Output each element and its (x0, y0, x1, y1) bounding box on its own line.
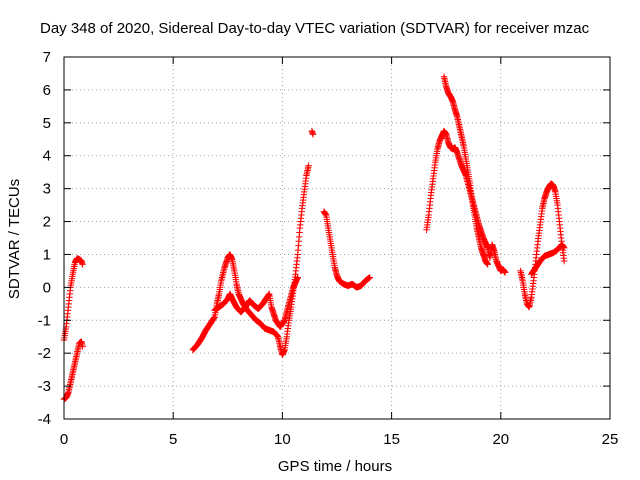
y-tick-label: 1 (43, 246, 51, 263)
data-point (366, 274, 373, 281)
y-tick-label: -4 (38, 411, 51, 428)
y-tick-label: -2 (38, 345, 51, 362)
y-tick-label: -3 (38, 378, 51, 395)
y-tick-label: 3 (43, 181, 51, 198)
x-tick-label: 5 (169, 431, 177, 448)
x-tick-label: 25 (602, 431, 619, 448)
data-point (560, 244, 568, 252)
data-point (501, 269, 509, 276)
x-tick-label: 10 (274, 431, 291, 448)
y-tick-label: 5 (43, 115, 51, 132)
data-point (79, 343, 86, 350)
y-tick-label: 4 (43, 148, 51, 165)
y-tick-label: -1 (38, 312, 51, 329)
data-point (294, 274, 301, 281)
data-point (484, 261, 491, 268)
plot-frame (63, 56, 611, 420)
axis-ticks (63, 56, 611, 420)
x-axis-label: GPS time / hours (278, 458, 392, 475)
tick-labels: 0 5 10 15 20 25 -4 -3 -2 -1 0 1 2 3 4 5 6 7 (38, 49, 619, 448)
y-tick-label: 6 (43, 82, 51, 99)
y-axis-label: SDTVAR / TECUs (6, 179, 23, 299)
data-point (305, 162, 312, 169)
x-tick-label: 20 (492, 431, 509, 448)
y-tick-label: 2 (43, 214, 51, 231)
grid-lines (64, 57, 610, 419)
chart-title: Day 348 of 2020, Sidereal Day-to-day VTE… (40, 20, 590, 37)
data-point (560, 257, 568, 265)
y-tick-label: 7 (43, 49, 51, 66)
y-tick-label: 0 (43, 279, 51, 296)
x-tick-label: 0 (60, 431, 68, 448)
data-point (309, 131, 317, 138)
data-point (79, 261, 86, 268)
x-tick-label: 15 (383, 431, 400, 448)
data-points (60, 73, 568, 403)
